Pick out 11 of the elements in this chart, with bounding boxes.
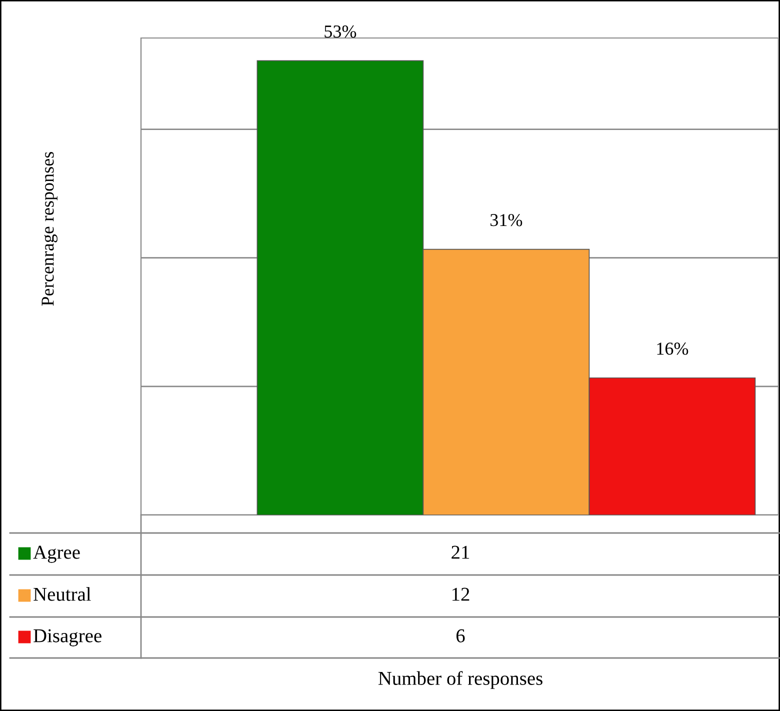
legend-label: Agree: [33, 546, 80, 563]
y-axis-title: Percenrage responses: [42, 152, 58, 306]
data-label: 53%: [324, 25, 356, 38]
legend-label: Disagree: [34, 629, 102, 646]
data-label: 31%: [490, 214, 522, 226]
text: Number of responses: [378, 671, 542, 689]
legend-label: Neutral: [34, 587, 91, 601]
text: 21: [452, 546, 470, 559]
data-label: 16%: [657, 342, 688, 355]
text: 12: [452, 588, 470, 601]
text: 6: [456, 629, 465, 642]
